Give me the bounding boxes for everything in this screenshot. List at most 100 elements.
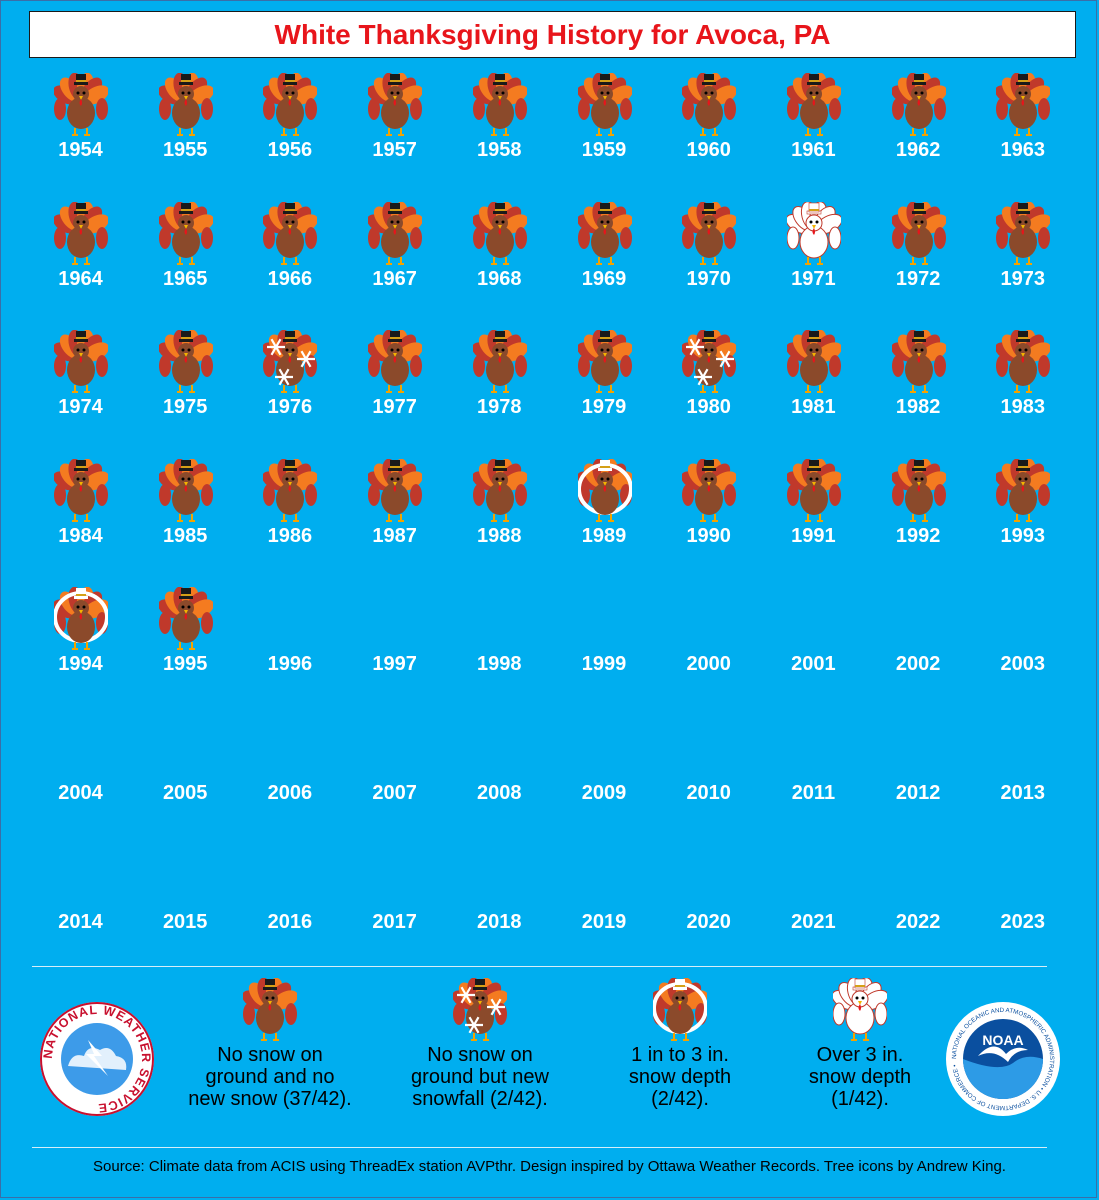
year-cell: 2007 — [342, 713, 447, 841]
year-cell: 2009 — [552, 713, 657, 841]
year-label: 1959 — [581, 139, 627, 161]
year-cell: 2017 — [342, 842, 447, 970]
year-label: 2023 — [1000, 910, 1046, 933]
year-cell: 1987 — [342, 456, 447, 584]
turkey-icon — [367, 201, 424, 268]
year-cell: 1983 — [970, 327, 1075, 455]
year-label: 1975 — [162, 396, 208, 419]
turkey-snow-covered-icon — [785, 200, 843, 268]
year-cell: 1962 — [866, 70, 971, 198]
year-cell: 2000 — [656, 584, 761, 712]
year-cell: 1991 — [761, 456, 866, 584]
turkey-icon — [471, 201, 528, 268]
year-label: 2008 — [477, 782, 522, 804]
year-label: 1979 — [581, 396, 627, 419]
turkey-icon — [890, 201, 947, 268]
year-label: 1982 — [895, 396, 941, 419]
turkey-snowflakes-icon — [262, 329, 319, 396]
year-cell: 1955 — [133, 70, 238, 198]
year-cell: 1982 — [866, 327, 971, 455]
year-label: 1995 — [162, 653, 208, 676]
source-note: Source: Climate data from ACIS using Thr… — [93, 1158, 1006, 1175]
year-cell: 1981 — [761, 327, 866, 455]
year-label: 1980 — [686, 396, 731, 419]
year-label: 1987 — [372, 524, 417, 547]
year-label: 2018 — [477, 910, 522, 933]
turkey-icon — [157, 329, 214, 396]
year-cell: 1965 — [133, 199, 238, 327]
turkey-snow-covered-icon — [831, 977, 889, 1044]
year-label: 2011 — [791, 782, 836, 804]
year-label: 1977 — [372, 396, 417, 419]
year-label: 1970 — [686, 267, 731, 290]
year-label: 1983 — [1000, 396, 1046, 419]
noaa-center-text: NOAA — [982, 1032, 1023, 1048]
chart-title: White Thanksgiving History for Avoca, PA — [274, 18, 831, 50]
year-cell: 1966 — [237, 199, 342, 327]
year-label: 1972 — [895, 267, 941, 290]
year-label: 2010 — [686, 782, 731, 804]
year-cell: 2005 — [133, 713, 238, 841]
year-cell: 1958 — [447, 70, 552, 198]
turkey-icon — [995, 458, 1052, 525]
year-cell: 1988 — [447, 456, 552, 584]
year-label: 2012 — [895, 782, 941, 804]
year-label: 1961 — [791, 139, 836, 161]
year-cell: 2010 — [656, 713, 761, 841]
legend-divider-bottom — [32, 1147, 1047, 1148]
turkey-icon — [576, 72, 633, 139]
year-cell: 2013 — [970, 713, 1075, 841]
year-label: 2002 — [895, 653, 941, 676]
legend-item: 1 in to 3 in. snow depth (2/42). — [600, 977, 760, 1110]
turkey-icon — [157, 587, 214, 653]
legend-item: No snow on ground and no new snow (37/42… — [159, 977, 381, 1110]
year-label: 2001 — [791, 653, 836, 676]
year-label: 1988 — [477, 524, 522, 547]
year-label: 1998 — [477, 653, 522, 676]
turkey-snowflakes-icon — [681, 329, 738, 396]
year-cell: 2016 — [237, 842, 342, 970]
legend-label: No snow on ground and no new snow (37/42… — [188, 1044, 352, 1110]
year-cell: 2003 — [970, 584, 1075, 712]
year-label: 1969 — [581, 267, 627, 290]
turkey-icon — [367, 329, 424, 396]
year-label: 2004 — [58, 782, 103, 804]
year-label: 1976 — [267, 396, 313, 419]
year-label: 1968 — [477, 267, 522, 290]
turkey-icon — [681, 458, 738, 525]
turkey-snow-trim-icon — [576, 458, 633, 525]
year-grid: 1954 1955 1956 1957 1958 1959 1960 1961 1962 1963… — [28, 70, 1078, 960]
year-label: 1954 — [58, 139, 103, 161]
legend-divider-top — [32, 966, 1047, 967]
turkey-snow-trim-icon — [652, 977, 708, 1044]
year-label: 2017 — [372, 910, 417, 933]
year-label: 1992 — [895, 524, 941, 547]
year-cell: 1977 — [342, 327, 447, 455]
year-cell: 1964 — [28, 199, 133, 327]
year-label: 1985 — [162, 524, 208, 547]
year-label: 1990 — [686, 524, 731, 547]
year-cell: 1968 — [447, 199, 552, 327]
year-cell: 1997 — [342, 584, 447, 712]
turkey-icon — [262, 458, 319, 525]
turkey-snowflakes-icon — [452, 977, 508, 1044]
year-label: 1993 — [1000, 524, 1046, 547]
year-label: 2005 — [162, 782, 208, 804]
year-label: 1974 — [58, 396, 103, 419]
turkey-icon — [53, 458, 109, 525]
year-cell: 1957 — [342, 70, 447, 198]
year-label: 2020 — [686, 910, 731, 933]
year-label: 2013 — [1000, 782, 1046, 804]
turkey-icon — [890, 329, 947, 396]
year-label: 1966 — [267, 267, 313, 290]
year-cell: 1963 — [970, 70, 1075, 198]
year-cell: 1961 — [761, 70, 866, 198]
year-cell: 2012 — [866, 713, 971, 841]
turkey-icon — [471, 329, 528, 396]
turkey-icon — [681, 201, 738, 268]
year-cell: 1974 — [28, 327, 133, 455]
year-cell: 2019 — [552, 842, 657, 970]
turkey-icon — [367, 72, 424, 139]
year-label: 2009 — [581, 782, 627, 804]
year-cell: 1993 — [970, 456, 1075, 584]
